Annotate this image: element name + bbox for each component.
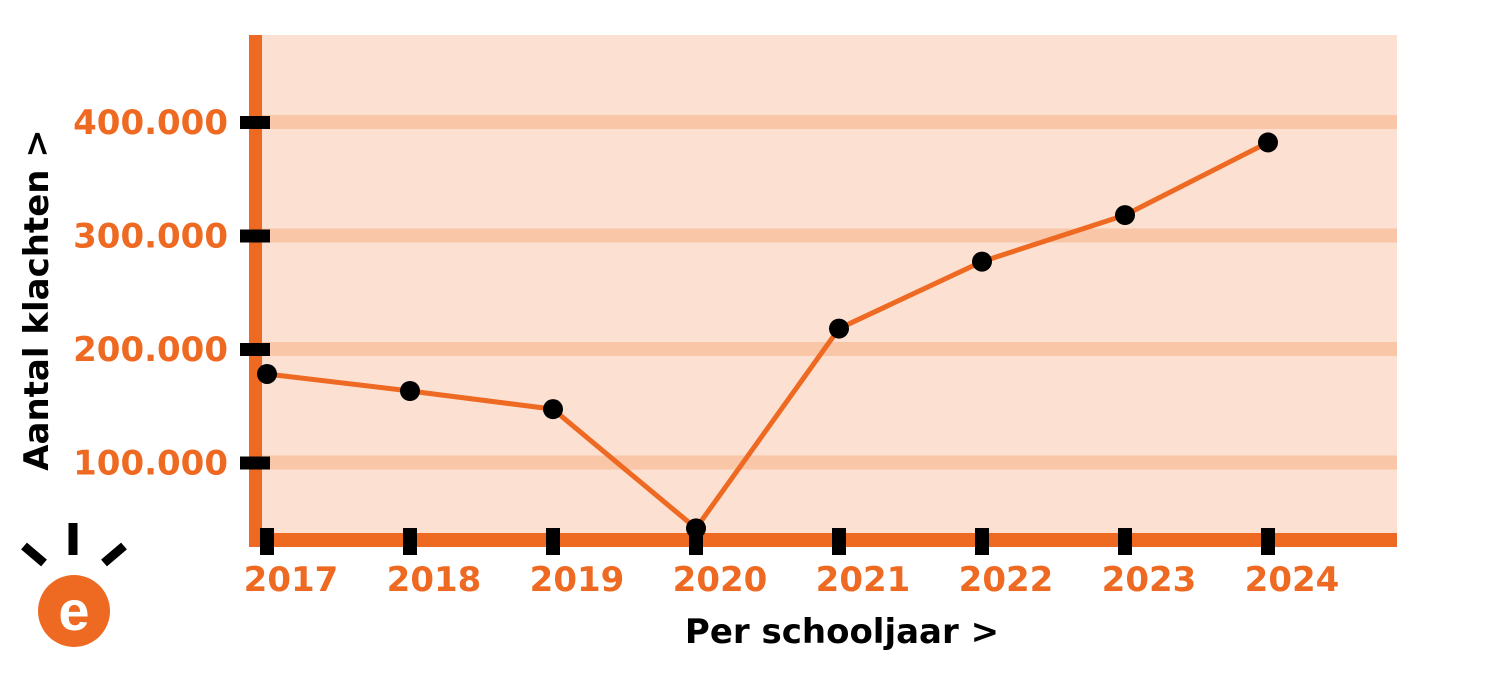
gridlines (255, 115, 1397, 470)
gridline-2 (255, 228, 1397, 243)
data-point-2023 (1115, 205, 1135, 226)
series-layer (266, 140, 1270, 531)
x-axis-title: Per schooljaar > (685, 612, 999, 652)
x-tick-1 (403, 528, 417, 555)
series-line (266, 140, 1270, 531)
x-tick-label-2: 2019 (530, 560, 625, 600)
x-tick-label-3: 2020 (673, 560, 768, 600)
y-tick-label-2: 300.000 (73, 217, 228, 257)
x-tick-5 (975, 528, 989, 555)
axes (249, 35, 1397, 547)
x-tick-label-4: 2021 (816, 560, 911, 600)
y-tick-3 (240, 116, 270, 129)
logo-letter: e (58, 579, 89, 642)
x-tick-label-0: 2017 (244, 560, 339, 600)
logo-ray-right (101, 542, 127, 567)
y-tick-label-0: 100.000 (73, 444, 228, 484)
x-tick-label-1: 2018 (387, 560, 482, 600)
y-tick-label-3: 400.000 (73, 103, 228, 143)
x-tick-label-6: 2023 (1102, 560, 1197, 600)
y-axis-line (249, 35, 262, 547)
y-tick-1 (240, 343, 270, 356)
x-tick-0 (260, 528, 274, 555)
x-tick-label-5: 2022 (959, 560, 1054, 600)
data-point-2019 (543, 399, 563, 420)
x-tick-7 (1261, 528, 1275, 555)
y-tick-0 (240, 456, 270, 470)
logo-ray-left (21, 542, 47, 567)
logo-circle (38, 575, 110, 647)
data-point-2022 (972, 251, 992, 272)
x-axis-ticks: 2017 2018 2019 2020 2021 2022 2023 2024 (244, 528, 1340, 600)
data-point-2021 (829, 318, 849, 339)
lightbulb-e-logo-icon: e (21, 523, 127, 647)
data-point-2017 (257, 363, 277, 384)
data-point-2020 (686, 518, 706, 539)
x-tick-4 (832, 528, 846, 555)
data-point-2024 (1258, 132, 1278, 153)
x-tick-2 (546, 528, 560, 555)
gridline-3 (255, 115, 1397, 129)
x-tick-6 (1118, 528, 1132, 555)
x-axis-line (249, 533, 1397, 547)
data-point-2018 (400, 380, 420, 401)
gridline-0 (255, 455, 1397, 470)
y-tick-2 (240, 229, 270, 243)
data-points (257, 132, 1278, 539)
y-axis-ticks: 100.000 200.000 300.000 400.000 (73, 103, 270, 484)
y-axis-title: Aantal klachten > (17, 129, 57, 471)
x-tick-label-7: 2024 (1245, 560, 1340, 600)
y-tick-label-1: 200.000 (73, 330, 228, 370)
